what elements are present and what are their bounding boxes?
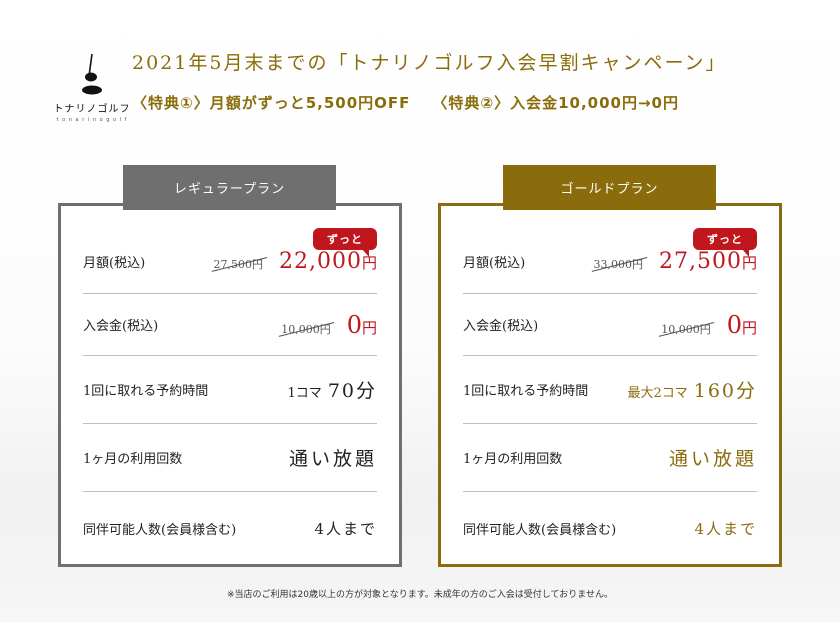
gold-plan-title: ゴールドプラン [503, 165, 716, 210]
gold-plan-box: ずっと 月額(税込) 33,000円 27,500 円 入会金(税込) 10,0… [438, 203, 782, 567]
brand-name: トナリノゴルフ [53, 104, 131, 115]
regular-plan-title: レギュラープラン [123, 165, 336, 210]
reservation-slots: 最大2コマ [627, 386, 688, 401]
forever-badge: ずっと [313, 228, 377, 257]
monthly-fee-label: 月額(税込) [83, 256, 146, 271]
monthly-fee-new: 22,000 [279, 249, 362, 274]
usage-count-row: 1ヶ月の利用回数 通い放題 [83, 424, 377, 492]
reservation-minutes: 70分 [327, 380, 377, 402]
entry-fee-old: 10,000円 [661, 322, 711, 336]
usage-count-label: 1ヶ月の利用回数 [463, 452, 563, 467]
companion-label: 同伴可能人数(会員様含む) [463, 522, 617, 538]
reservation-slots: 1コマ [287, 386, 322, 401]
usage-count-row: 1ヶ月の利用回数 通い放題 [463, 424, 757, 492]
monthly-fee-value: 33,000円 27,500 円 [594, 249, 758, 274]
entry-fee-label: 入会金(税込) [463, 319, 539, 334]
entry-fee-new: 0 [726, 310, 742, 339]
entry-fee-label: 入会金(税込) [83, 319, 159, 334]
reservation-time-value: 1コマ 70分 [288, 376, 377, 403]
monthly-fee-row: ずっと 月額(税込) 27,500円 22,000 円 [83, 206, 377, 294]
monthly-fee-unit: 円 [361, 254, 377, 272]
reservation-time-row: 1回に取れる予約時間 1コマ 70分 [83, 356, 377, 424]
reservation-minutes: 160分 [693, 380, 757, 402]
usage-count-value: 通い放題 [668, 448, 757, 470]
reservation-time-value: 最大2コマ 160分 [627, 376, 757, 403]
monthly-fee-row: ずっと 月額(税込) 33,000円 27,500 円 [463, 206, 757, 294]
campaign-title: 2021年5月末までの「トナリノゴルフ入会早割キャンペーン」 [132, 52, 727, 74]
entry-fee-unit: 円 [361, 318, 377, 337]
monthly-fee-old: 27,500円 [213, 258, 264, 271]
monthly-fee-unit: 円 [741, 254, 757, 272]
monthly-fee-label: 月額(税込) [463, 256, 526, 271]
entry-fee-old: 10,000円 [281, 322, 331, 336]
entry-fee-value: 10,000円 0 円 [281, 311, 377, 339]
usage-count-value: 通い放題 [288, 448, 377, 470]
companion-row: 同伴可能人数(会員様含む) 4人まで [83, 492, 377, 564]
brand-logo: トナリノゴルフ t o n a r i n o g o l f [52, 50, 132, 123]
monthly-fee-value: 27,500円 22,000 円 [214, 249, 378, 274]
golf-ball-logo-icon [82, 53, 102, 95]
companion-value: 4人まで [314, 519, 377, 538]
entry-fee-row: 入会金(税込) 10,000円 0 円 [463, 294, 757, 356]
regular-plan-box: ずっと 月額(税込) 27,500円 22,000 円 入会金(税込) 10,0… [58, 203, 402, 567]
entry-fee-unit: 円 [741, 318, 757, 337]
usage-count-label: 1ヶ月の利用回数 [83, 452, 183, 467]
companion-label: 同伴可能人数(会員様含む) [83, 522, 237, 538]
companion-value: 4人まで [694, 519, 757, 538]
entry-fee-new: 0 [346, 310, 362, 339]
entry-fee-row: 入会金(税込) 10,000円 0 円 [83, 294, 377, 356]
companion-row: 同伴可能人数(会員様含む) 4人まで [463, 492, 757, 564]
entry-fee-value: 10,000円 0 円 [661, 311, 757, 339]
reservation-time-label: 1回に取れる予約時間 [463, 384, 589, 399]
reservation-time-label: 1回に取れる予約時間 [83, 384, 209, 399]
campaign-perks: 〈特典①〉月額がずっと5,500円OFF 〈特典②〉入会金10,000円→0円 [132, 92, 701, 113]
brand-sub: t o n a r i n o g o l f [56, 117, 128, 123]
monthly-fee-old: 33,000円 [593, 258, 644, 271]
footnote: ※当店のご利用は20歳以上の方が対象となります。未成年の方のご入会は受付しており… [226, 590, 614, 600]
perk-2: 〈特典②〉入会金10,000円→0円 [432, 94, 679, 112]
monthly-fee-new: 27,500 [659, 249, 742, 274]
forever-badge: ずっと [693, 228, 757, 257]
reservation-time-row: 1回に取れる予約時間 最大2コマ 160分 [463, 356, 757, 424]
perk-1: 〈特典①〉月額がずっと5,500円OFF [132, 94, 411, 112]
